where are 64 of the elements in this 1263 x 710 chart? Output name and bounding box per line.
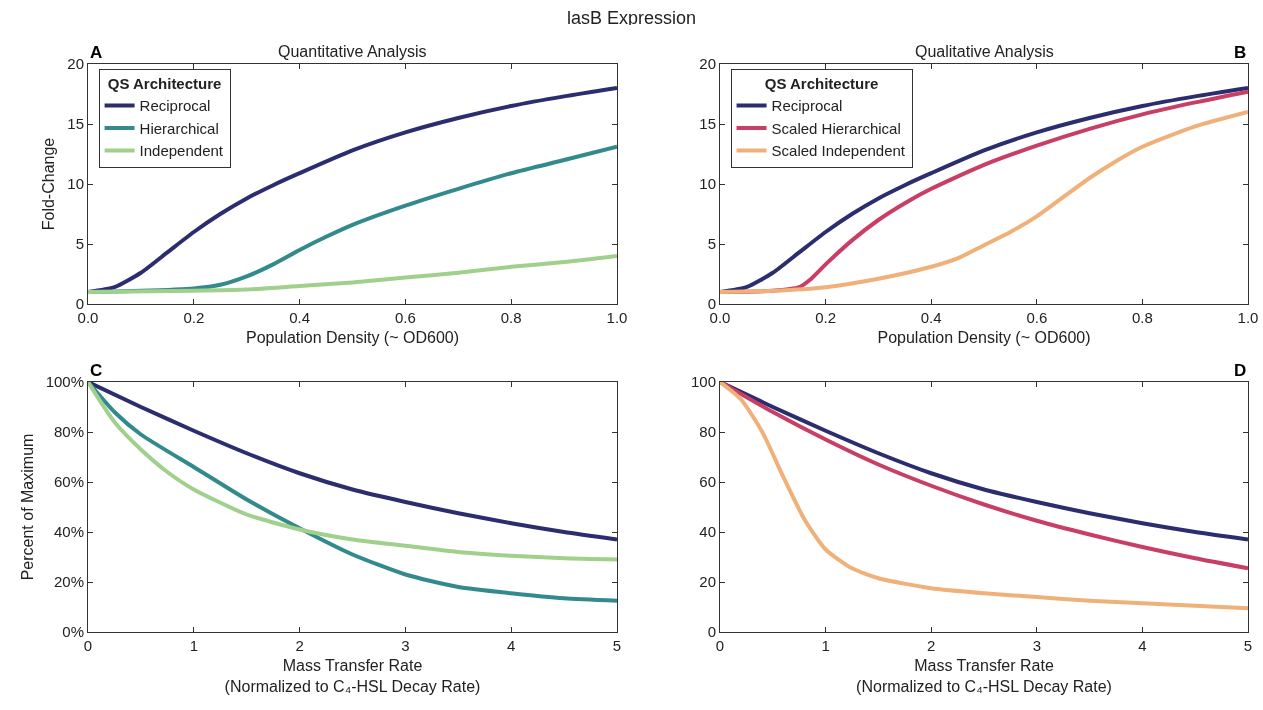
text: B [1234, 43, 1247, 62]
x-tick-label: 5 [612, 637, 622, 654]
y-tick-label: 80% [53, 423, 84, 441]
x-tick-label: 1.0 [1237, 309, 1259, 326]
x-tick-label: 0.8 [1131, 309, 1153, 326]
x-tick-label: 3 [1032, 637, 1041, 654]
y-axis-title: Fold-Change [40, 137, 58, 231]
x-tick-label: 1 [189, 637, 198, 654]
x-axis-title: Mass Transfer Rate (Normalized to C₄-HSL Decay Rate) [224, 656, 481, 695]
chart-title: Qualitative Analysis [915, 43, 1054, 60]
x-tick-label: 0.2 [815, 309, 837, 326]
y-tick-label: 20 [699, 55, 716, 73]
legend-label: Reciprocal [139, 97, 211, 115]
legend-title: QS Architecture [107, 75, 222, 93]
y-tick-label: 40% [53, 523, 84, 541]
y-tick-label: 80 [699, 423, 716, 441]
text: C [90, 361, 103, 380]
legend-label: Scaled Hierarchical [771, 119, 901, 137]
x-tick-label: 4 [507, 637, 516, 654]
legend-label: Reciprocal [771, 97, 843, 115]
line-series [88, 382, 617, 603]
text: D [1234, 361, 1247, 380]
x-tick-label: 3 [401, 637, 410, 654]
y-tick-label: 20% [53, 573, 84, 591]
x-axis-title: Mass Transfer Rate (Normalized to C₄-HSL Decay Rate) [856, 656, 1112, 695]
y-tick-label: 15 [699, 115, 716, 133]
line-series [720, 382, 1248, 611]
x-tick-label: 0.4 [920, 309, 942, 326]
y-tick-label: 0% [62, 623, 84, 641]
y-tick-label: 5 [75, 235, 84, 253]
x-tick-label: 2 [295, 637, 304, 654]
y-tick-label: 10 [67, 175, 84, 193]
legend-label: Scaled Independent [771, 142, 906, 160]
legend-title: QS Architecture [764, 75, 879, 93]
x-tick-label: 1.0 [606, 309, 628, 326]
legend-label: Hierarchical [139, 119, 219, 137]
x-tick-label: 0.4 [289, 309, 311, 326]
y-tick-label: 10 [699, 175, 716, 193]
y-tick-label: 15 [67, 115, 84, 133]
y-tick-label: 100 [690, 373, 716, 391]
x-tick-label: 5 [1243, 637, 1253, 654]
y-tick-label: 20 [699, 573, 716, 591]
text: A [90, 43, 103, 62]
line-series [88, 254, 617, 294]
x-tick-label: 0.8 [500, 309, 522, 326]
y-tick-label: 20 [67, 55, 84, 73]
x-tick-label: 0.6 [394, 309, 416, 326]
x-tick-label: 2 [927, 637, 936, 654]
y-tick-label: 60 [699, 473, 716, 491]
chart-title: lasB Expression [565, 8, 698, 29]
y-axis-title: Percent of Maximum [18, 433, 36, 581]
y-tick-label: 0 [707, 623, 716, 641]
y-tick-label: 5 [707, 235, 716, 253]
x-tick-label: 0.2 [183, 309, 205, 326]
x-tick-label: 1 [821, 637, 830, 654]
x-axis-title: Population Density (~ OD600) [877, 328, 1091, 346]
x-tick-label: 0.6 [1026, 309, 1048, 326]
chart-subtitle: Quantitative Analysis [278, 43, 427, 60]
legend-label: Independent [139, 142, 224, 160]
x-tick-label: 4 [1138, 637, 1147, 654]
y-tick-label: 40 [699, 523, 716, 541]
x-axis-title: Population Density (~ OD600) [246, 328, 459, 346]
y-tick-label: 100% [45, 373, 84, 391]
y-tick-label: 60% [53, 473, 84, 491]
